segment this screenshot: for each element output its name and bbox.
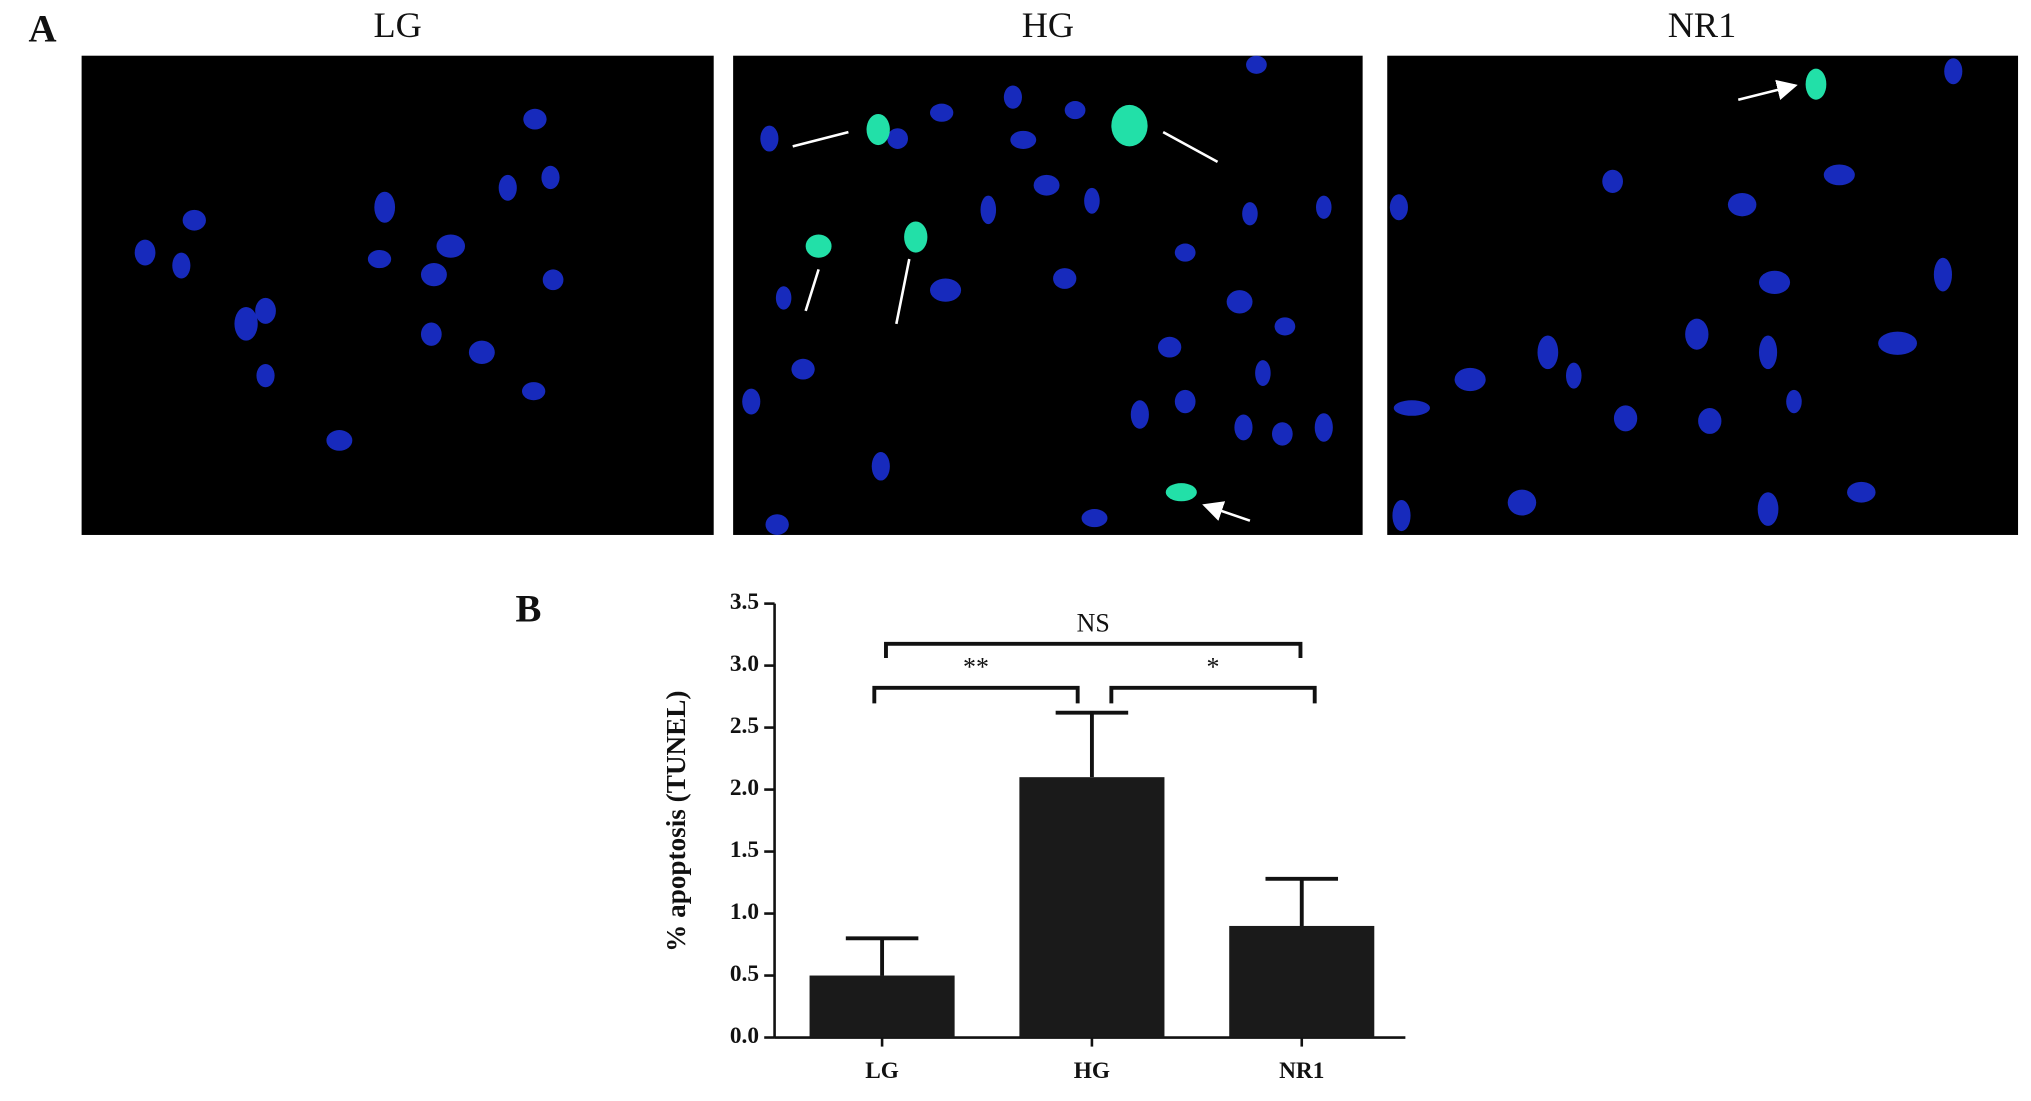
y-tick-label: 2.5 [730,713,759,739]
bar [1229,925,1375,1038]
y-tick-label: 1.0 [730,899,759,925]
panel-label: A [28,7,56,50]
significance-bracket [1109,685,1317,704]
image-title: LG [373,5,421,45]
bar [1019,777,1165,1038]
x-tick-label: LG [865,1058,899,1084]
x-tick-label: NR1 [1279,1058,1324,1084]
significance-label: * [1207,653,1220,682]
y-tick-label: 3.0 [730,651,759,677]
y-tick-label: 2.0 [730,775,759,801]
micrograph [81,55,714,535]
y-tick-label: 3.5 [730,589,759,615]
y-tick-label: 0.5 [730,961,759,987]
y-tick-label: 1.5 [730,837,759,863]
significance-label: ** [963,653,989,682]
x-tick-label: HG [1074,1058,1110,1084]
image-title: HG [1022,5,1074,45]
panel-label: B [516,588,542,631]
significance-bracket [884,641,1303,659]
y-axis-label: % apoptosis (TUNEL) [661,691,691,952]
micrograph [733,55,1363,535]
micrograph [1387,55,2019,535]
significance-bracket [872,685,1080,704]
image-title: NR1 [1668,5,1736,45]
bar [809,975,955,1038]
y-tick-label: 0.0 [730,1023,759,1049]
significance-label: NS [1077,609,1110,638]
